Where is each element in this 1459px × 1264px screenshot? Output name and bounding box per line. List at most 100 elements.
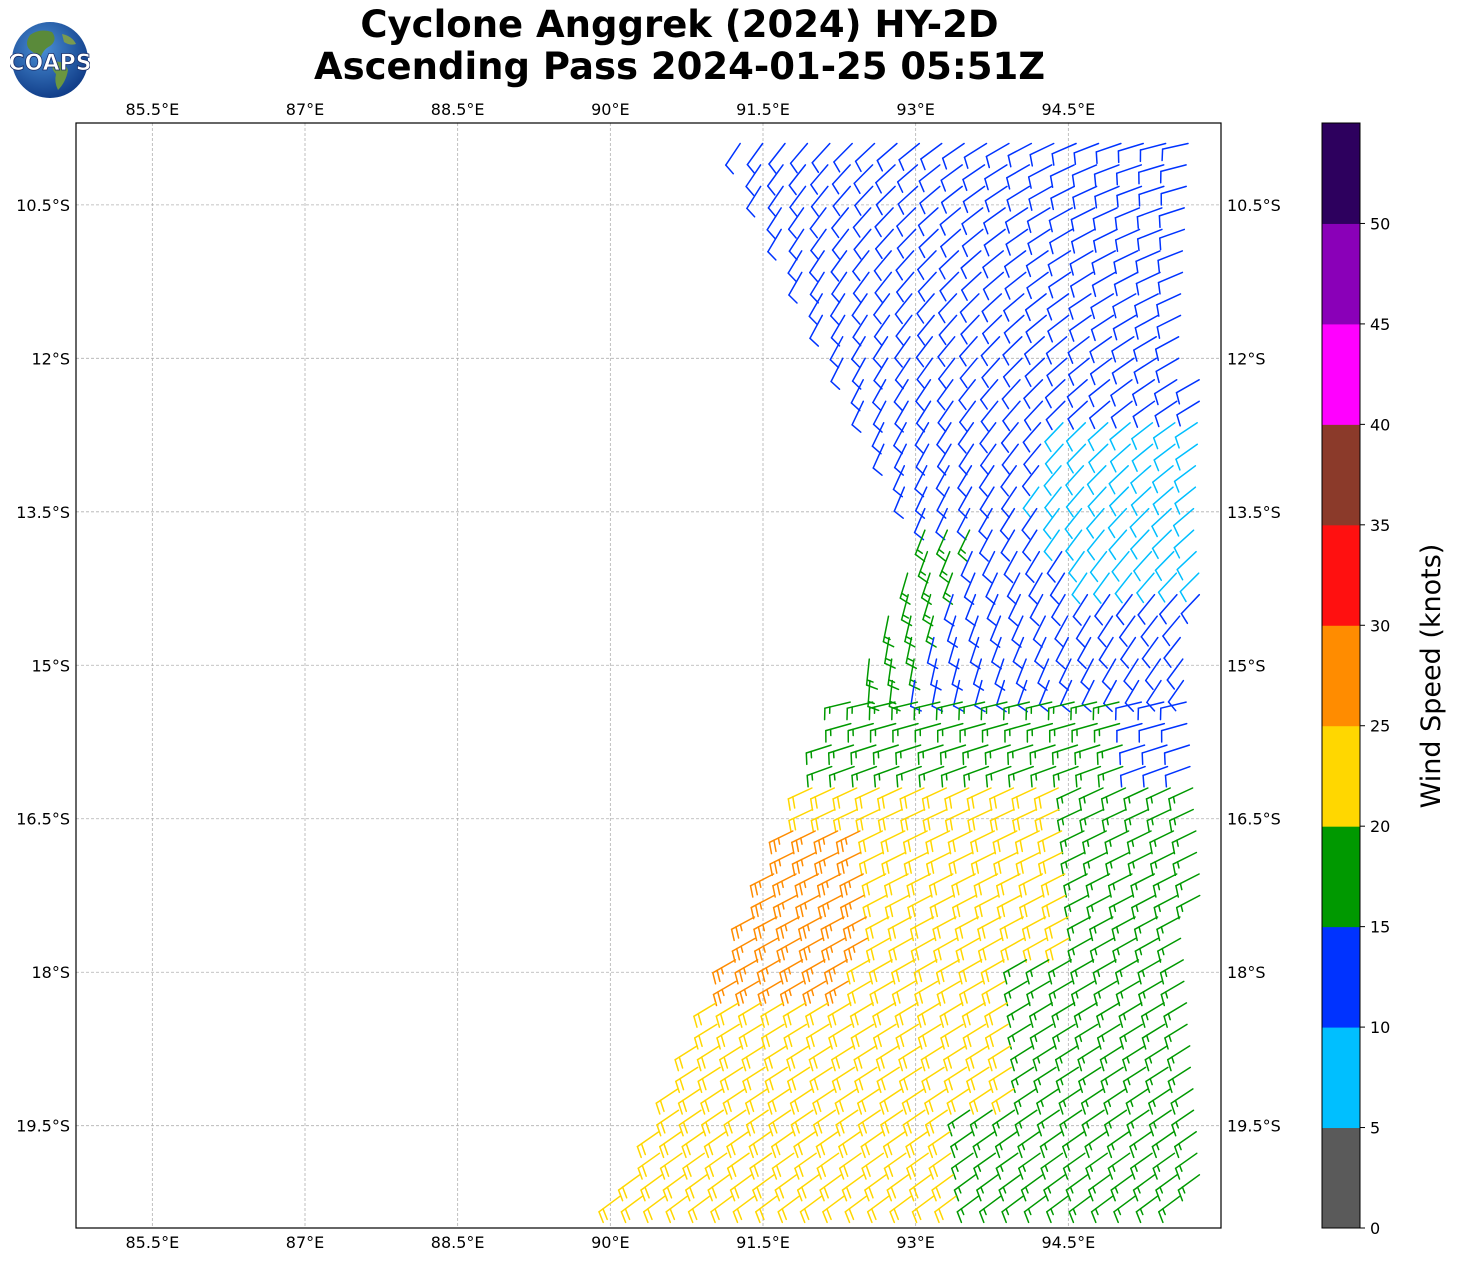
- wind-barb: [1114, 572, 1133, 604]
- wind-barb: [853, 1045, 877, 1072]
- wind-barb: [1180, 593, 1201, 625]
- logo-text: COAPS: [10, 51, 90, 76]
- wind-barb: [962, 1023, 987, 1050]
- wind-barb: [1156, 916, 1181, 942]
- wind-barb: [985, 572, 998, 605]
- wind-barb: [992, 1109, 1016, 1137]
- wind-barb: [1043, 465, 1062, 496]
- lon-tick-label-bottom: 90°E: [591, 1233, 629, 1252]
- wind-barb: [789, 1088, 814, 1115]
- wind-barb: [919, 185, 941, 215]
- wind-barb: [963, 142, 988, 169]
- wind-barb: [1043, 1174, 1066, 1202]
- wind-barb: [617, 1174, 641, 1202]
- wind-barb: [1064, 507, 1083, 540]
- wind-barb: [961, 207, 984, 236]
- wind-barb: [772, 894, 798, 920]
- wind-barb: [1131, 894, 1156, 920]
- wind-barb: [961, 228, 984, 258]
- colorbar-segment: [1322, 524, 1360, 626]
- wind-barb: [725, 142, 741, 175]
- wind-barb: [1089, 357, 1113, 386]
- wind-barb: [1003, 314, 1025, 344]
- wind-barb: [851, 765, 878, 788]
- wind-barb: [769, 851, 795, 877]
- wind-barb: [1011, 787, 1037, 811]
- wind-barb: [987, 1045, 1012, 1072]
- wind-barb: [877, 808, 903, 833]
- wind-barb: [767, 228, 782, 261]
- wind-barb: [840, 894, 865, 920]
- wind-barb: [1151, 529, 1172, 560]
- wind-barb: [1065, 529, 1083, 561]
- lat-tick-label-right: 12°S: [1227, 349, 1266, 368]
- wind-barb: [1051, 1002, 1076, 1028]
- wind-barb: [1004, 250, 1027, 278]
- wind-barb: [847, 980, 872, 1007]
- wind-barb: [959, 293, 980, 323]
- wind-barb: [1034, 636, 1047, 670]
- wind-barb: [735, 980, 760, 1007]
- wind-barb: [968, 615, 980, 648]
- wind-barb: [814, 851, 839, 877]
- wind-barb: [967, 808, 993, 833]
- wind-barb: [984, 164, 1008, 191]
- wind-barb: [1023, 443, 1042, 475]
- wind-barb: [979, 379, 999, 410]
- wind-barb: [1010, 1066, 1035, 1094]
- wind-barb: [687, 1195, 711, 1224]
- wind-barb: [1152, 873, 1178, 898]
- wind-barb: [1015, 851, 1041, 877]
- wind-barb: [1073, 142, 1100, 165]
- wind-barb: [874, 271, 893, 303]
- wind-barb: [914, 722, 942, 743]
- lat-tick-label-right: 10.5°S: [1227, 196, 1281, 215]
- wind-barb: [823, 701, 851, 721]
- lon-tick-label-top: 94.5°E: [1041, 100, 1095, 119]
- wind-barb: [637, 1152, 661, 1180]
- wind-barb: [801, 959, 826, 985]
- wind-barb: [1085, 873, 1111, 898]
- wind-barb: [1025, 314, 1047, 344]
- wind-barb: [1007, 744, 1034, 766]
- wind-barb: [1096, 1023, 1121, 1050]
- wind-barb: [1081, 1109, 1105, 1137]
- wind-barb: [1044, 916, 1069, 942]
- wind-barb: [813, 830, 839, 855]
- wind-barb: [1066, 916, 1092, 942]
- colorbar-segment: [1322, 625, 1360, 727]
- wind-barb: [947, 830, 973, 855]
- wind-barb: [1134, 314, 1159, 340]
- wind-barb: [1145, 787, 1171, 811]
- wind-barb: [917, 271, 937, 302]
- title-line-1: Cyclone Anggrek (2024) HY-2D: [360, 3, 999, 46]
- wind-barb: [1175, 379, 1200, 405]
- wind-barb: [1163, 636, 1181, 668]
- wind-barb: [862, 894, 887, 920]
- wind-barb: [1002, 336, 1023, 366]
- wind-barb: [1088, 379, 1111, 408]
- map-frame: [75, 122, 1222, 1229]
- wind-barb: [697, 1066, 721, 1094]
- wind-barb: [1162, 615, 1181, 647]
- wind-barb: [1176, 400, 1200, 427]
- wind-barb: [752, 1174, 775, 1202]
- wind-barb: [1043, 529, 1060, 562]
- wind-barb: [1067, 336, 1090, 364]
- wind-barb: [918, 765, 945, 788]
- wind-barb: [779, 980, 804, 1007]
- wind-barb: [872, 379, 887, 412]
- wind-barb: [1054, 1045, 1079, 1072]
- wind-barb: [1091, 271, 1116, 298]
- wind-barb: [899, 572, 911, 605]
- title-line-2: Ascending Pass 2024-01-25 05:51Z: [313, 45, 1046, 88]
- wind-barb: [656, 1109, 680, 1137]
- wind-barb: [822, 1195, 845, 1224]
- wind-barb: [1037, 830, 1063, 855]
- wind-barb: [1148, 1109, 1172, 1137]
- wind-barb: [1079, 808, 1105, 833]
- wind-barb: [889, 1195, 912, 1224]
- lon-tick-label-top: 85.5°E: [125, 100, 179, 119]
- wind-barb: [1029, 1023, 1054, 1050]
- wind-barb: [1000, 422, 1019, 453]
